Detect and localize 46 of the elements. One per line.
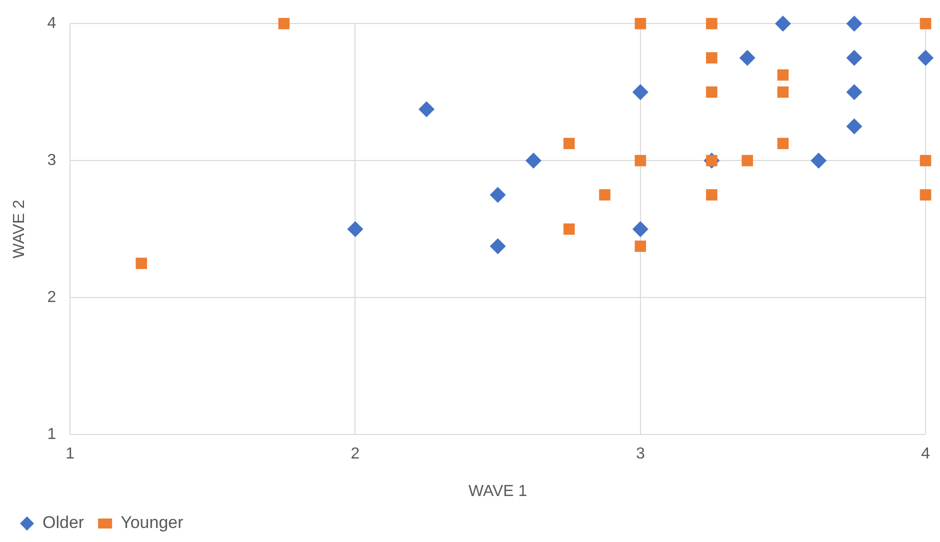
point [846, 118, 862, 134]
point [136, 258, 148, 270]
y-tick-label: 3 [47, 152, 56, 170]
point [777, 69, 789, 81]
y-tick-label: 4 [47, 15, 56, 32]
point [599, 189, 610, 201]
point [634, 240, 646, 252]
point [777, 138, 789, 150]
x-axis-title: WAVE 1 [468, 482, 528, 500]
x-tick-label: 4 [921, 446, 930, 463]
point [563, 138, 575, 150]
point [706, 86, 718, 98]
point [706, 189, 718, 201]
point [774, 16, 791, 32]
x-tick-label: 3 [636, 446, 645, 463]
x-tick-label: 2 [350, 446, 360, 463]
y-tick-label: 2 [47, 289, 56, 306]
point [634, 154, 646, 166]
point [347, 221, 364, 238]
point [632, 84, 648, 100]
y-axis-title: WAVE 2 [11, 200, 28, 258]
point [525, 152, 542, 169]
point [920, 189, 932, 201]
y-tick-label: 1 [47, 426, 56, 444]
point [846, 16, 862, 32]
point [278, 18, 290, 30]
point [490, 186, 506, 203]
point [706, 18, 718, 30]
point [632, 221, 648, 238]
point [777, 86, 789, 98]
point [742, 154, 753, 166]
point [418, 101, 435, 118]
point [739, 50, 756, 66]
legend-label: Older [42, 513, 84, 532]
x-tick-label: 1 [66, 446, 75, 463]
point [920, 154, 932, 166]
point [706, 52, 718, 64]
point [563, 223, 575, 235]
point [846, 50, 862, 66]
point [920, 18, 932, 30]
point [846, 84, 862, 100]
legend-label: Younger [120, 513, 184, 532]
point [918, 50, 934, 66]
point [810, 152, 827, 169]
point [634, 18, 646, 30]
point [490, 238, 506, 254]
